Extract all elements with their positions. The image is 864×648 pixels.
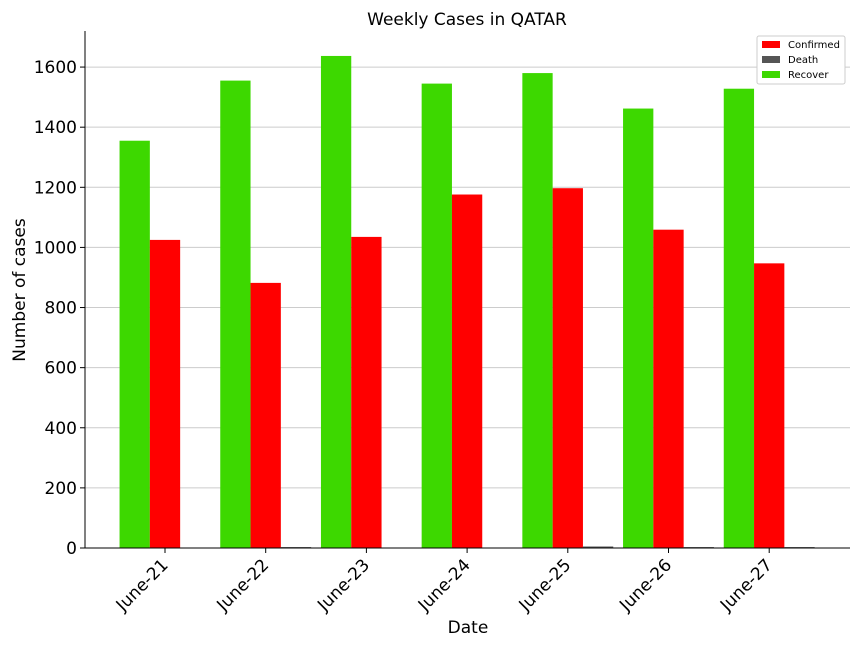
y-tick-label: 0 xyxy=(66,539,77,559)
x-tick-label: June-26 xyxy=(615,555,676,616)
y-ticks: 0 200 400 600 800 1000 1200 1400 1600 xyxy=(34,58,85,559)
bar-death-june-25 xyxy=(582,546,614,548)
y-tick-label: 1400 xyxy=(34,118,77,138)
chart-title: Weekly Cases in QATAR xyxy=(367,10,567,30)
legend-swatch-death xyxy=(762,56,780,63)
legend-label-confirmed: Confirmed xyxy=(788,40,840,51)
x-tick-label: June-25 xyxy=(515,555,576,616)
y-tick-label: 600 xyxy=(45,359,77,379)
bar-confirmed-june-22 xyxy=(250,282,281,548)
legend-label-death: Death xyxy=(788,55,818,66)
bar-confirmed-june-21 xyxy=(149,239,181,549)
bars xyxy=(119,55,815,549)
legend-label-recover: Recover xyxy=(788,70,829,81)
bar-recover-june-22 xyxy=(220,80,251,548)
legend-swatch-recover xyxy=(762,71,780,78)
y-tick-label: 200 xyxy=(45,479,77,499)
x-axis-title: Date xyxy=(448,618,489,638)
bar-confirmed-june-23 xyxy=(351,236,382,548)
bar-confirmed-june-27 xyxy=(754,263,785,548)
x-tick-label: June-23 xyxy=(313,555,374,616)
y-tick-label: 1600 xyxy=(34,58,77,78)
y-axis-title: Number of cases xyxy=(10,218,30,362)
bar-confirmed-june-25 xyxy=(552,188,583,548)
bar-recover-june-26 xyxy=(623,108,654,549)
x-tick-label: June-21 xyxy=(112,555,173,616)
bar-confirmed-june-26 xyxy=(653,229,684,548)
bar-recover-june-24 xyxy=(421,83,452,548)
y-tick-label: 1000 xyxy=(34,238,77,258)
legend: Confirmed Death Recover xyxy=(756,35,846,85)
y-tick-label: 1200 xyxy=(34,178,77,198)
bar-confirmed-june-24 xyxy=(451,194,483,548)
x-tick-label: June-24 xyxy=(414,555,475,616)
bar-recover-june-25 xyxy=(522,73,553,549)
bar-recover-june-21 xyxy=(119,140,150,548)
x-ticks: June-21 June-22 June-23 June-24 June-25 June-… xyxy=(112,548,777,616)
legend-swatch-confirmed xyxy=(762,41,780,48)
bar-recover-june-23 xyxy=(320,55,352,549)
bar-recover-june-27 xyxy=(723,88,755,549)
x-tick-label: June-22 xyxy=(213,555,274,616)
y-tick-label: 400 xyxy=(45,419,77,439)
x-tick-label: June-27 xyxy=(716,555,777,616)
y-tick-label: 800 xyxy=(45,299,77,319)
